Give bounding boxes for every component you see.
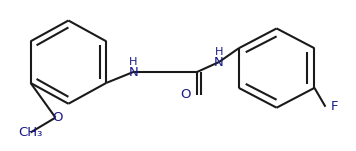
Text: H: H bbox=[129, 57, 137, 67]
Text: N: N bbox=[128, 66, 138, 79]
Text: F: F bbox=[330, 100, 338, 113]
Text: N: N bbox=[214, 56, 224, 69]
Text: H: H bbox=[215, 47, 223, 57]
Text: O: O bbox=[180, 88, 191, 101]
Text: CH₃: CH₃ bbox=[19, 126, 43, 139]
Text: O: O bbox=[52, 111, 63, 124]
